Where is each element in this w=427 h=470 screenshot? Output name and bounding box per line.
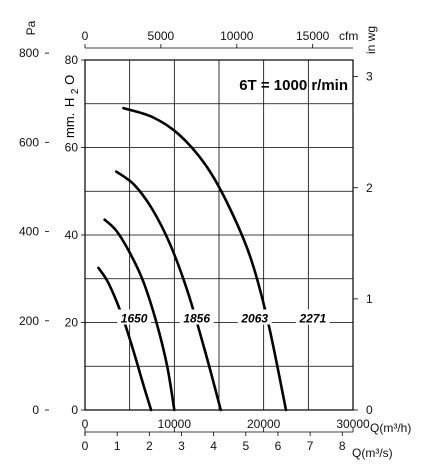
curve-1650 xyxy=(97,266,153,412)
cfm-unit-label: cfm xyxy=(339,29,358,43)
mm-tick-label: 20 xyxy=(65,316,79,330)
m3s-tick-label: 1 xyxy=(114,439,121,453)
curve-label-bg xyxy=(237,309,272,325)
curve-label-1650: 1650 xyxy=(121,312,148,326)
m3h-unit-label: Q(m³/h) xyxy=(370,421,411,435)
mm-tick-label: 0 xyxy=(71,403,78,417)
curve-label-2063: 2063 xyxy=(240,312,268,326)
mm-h-text: H xyxy=(62,98,77,107)
m3s-tick-label: 6 xyxy=(275,439,282,453)
pa-tick-label: 600 xyxy=(19,135,39,149)
curve-label-2271: 2271 xyxy=(298,312,326,326)
inwg-tick-label: 2 xyxy=(366,181,373,195)
mm-2-text: 2 xyxy=(70,88,81,94)
inwg-unit-label: in wg xyxy=(364,26,378,54)
svg-text:mm. H 2 O: mm. H 2 O xyxy=(62,75,81,138)
m3s-tick-label: 3 xyxy=(178,439,185,453)
curve-label-1856: 1856 xyxy=(183,312,210,326)
curve-label-bg xyxy=(179,309,214,325)
chart-title: 6T = 1000 r/min xyxy=(239,77,348,94)
cfm-tick-label: 5000 xyxy=(148,29,175,43)
mm-h2o-label: mm. H 2 O xyxy=(62,75,81,138)
pa-tick-label: 400 xyxy=(19,225,39,239)
m3h-tick-label: 20000 xyxy=(247,417,281,431)
inwg-tick-label: 1 xyxy=(366,292,373,306)
curve-2063 xyxy=(114,170,223,412)
curve-1856 xyxy=(103,218,176,412)
curve-label-bg xyxy=(295,309,330,325)
m3h-tick-label: 30000 xyxy=(336,417,370,431)
cfm-tick-label: 15000 xyxy=(296,29,330,43)
pa-tick-label: 200 xyxy=(19,314,39,328)
cfm-ticks-group: 0 5000 10000 15000 xyxy=(82,29,330,48)
cfm-tick-label: 10000 xyxy=(220,29,254,43)
pa-tick-label: 800 xyxy=(19,46,39,60)
inwg-tick-label: 3 xyxy=(366,70,373,84)
curve-labels-group: 1650 1856 2063 2271 xyxy=(117,309,330,326)
curve-label-bg xyxy=(117,309,152,325)
mm-tick-label: 80 xyxy=(65,53,79,67)
curves-group xyxy=(97,106,288,412)
pa-tick-label: 0 xyxy=(32,403,39,417)
mm-label-text: mm. xyxy=(62,113,77,138)
curve-2271 xyxy=(122,106,288,412)
mm-o-text: O xyxy=(62,75,77,85)
m3s-tick-label: 7 xyxy=(307,439,314,453)
m3s-tick-label: 2 xyxy=(146,439,153,453)
m3s-unit-label: Q(m³/s) xyxy=(352,446,393,460)
inwg-tick-label: 0 xyxy=(366,403,373,417)
m3h-tick-label: 0 xyxy=(82,417,89,431)
mm-tick-label: 60 xyxy=(65,141,79,155)
mm-tick-label: 40 xyxy=(65,228,79,242)
grid-lines xyxy=(85,60,353,410)
m3h-tick-label: 10000 xyxy=(158,417,192,431)
m3s-tick-label: 0 xyxy=(82,439,89,453)
m3s-tick-label: 4 xyxy=(210,439,217,453)
cfm-tick-label: 0 xyxy=(82,29,89,43)
m3s-tick-label: 8 xyxy=(339,439,346,453)
m3s-tick-label: 5 xyxy=(242,439,249,453)
pa-unit-label: Pa xyxy=(24,20,38,35)
